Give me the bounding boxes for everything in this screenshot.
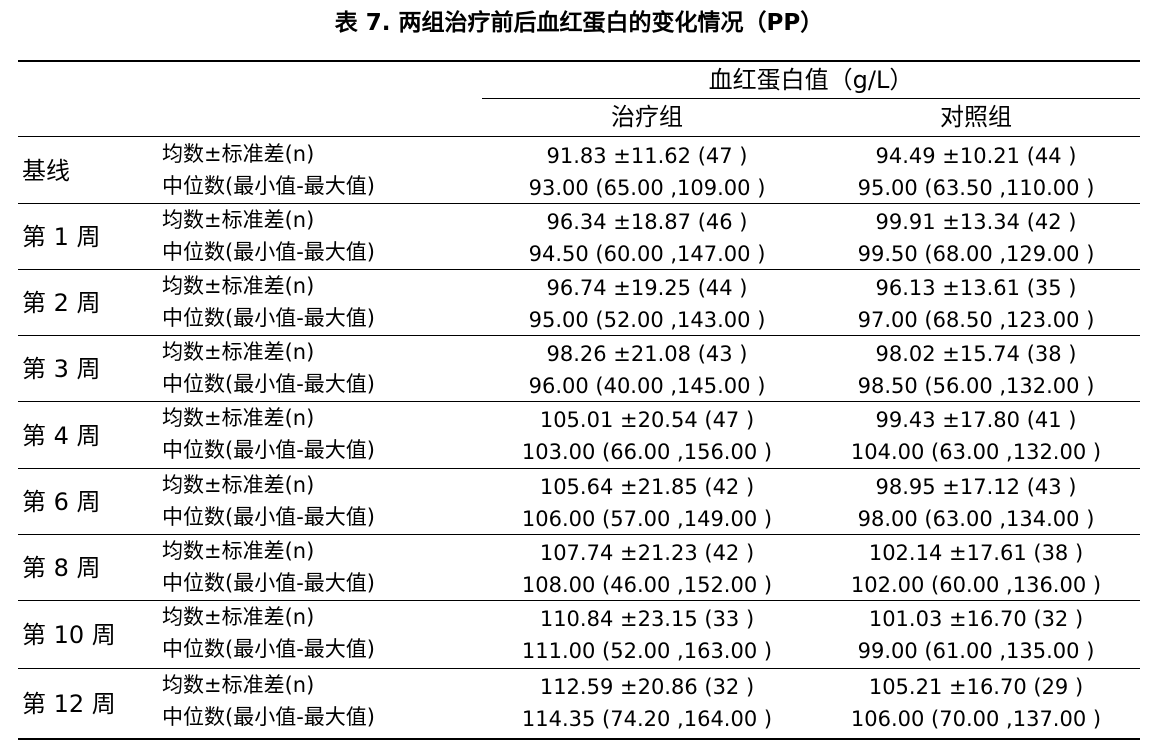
treatment-median-value: 94.50 (60.00 ,147.00 )	[528, 242, 766, 266]
control-median-value: 95.00 (63.50 ,110.00 )	[857, 176, 1095, 200]
row-label: 第 12 周	[22, 689, 116, 718]
group-header-rule	[482, 98, 1140, 99]
bottom-rule	[18, 738, 1140, 740]
stat-label-mean: 均数±标准差(n)	[162, 142, 315, 166]
row-label: 第 6 周	[22, 488, 101, 516]
stat-label-median: 中位数(最小值-最大值)	[162, 705, 375, 729]
row-label: 第 4 周	[22, 421, 101, 450]
control-median-value: 106.00 (70.00 ,137.00 )	[850, 707, 1102, 731]
control-mean-value: 105.21 ±16.70 (29 )	[868, 675, 1084, 699]
control-median-value: 99.00 (61.00 ,135.00 )	[857, 639, 1095, 663]
control-median-value: 104.00 (63.00 ,132.00 )	[850, 440, 1102, 464]
control-mean-value: 98.02 ±15.74 (38 )	[875, 342, 1077, 366]
control-mean-value: 102.14 ±17.61 (38 )	[868, 541, 1084, 565]
stat-label-mean: 均数±标准差(n)	[162, 539, 315, 563]
row-label: 第 10 周	[22, 621, 116, 649]
row-divider	[18, 401, 1140, 402]
treatment-mean-value: 96.34 ±18.87 (46 )	[546, 210, 748, 234]
control-median-value: 98.00 (63.00 ,134.00 )	[857, 507, 1095, 531]
control-mean-value: 99.91 ±13.34 (42 )	[875, 210, 1077, 234]
stat-label-mean: 均数±标准差(n)	[162, 208, 315, 232]
stat-label-mean: 均数±标准差(n)	[162, 673, 315, 697]
group-header: 血红蛋白值（g/L）	[708, 66, 914, 94]
stat-label-median: 中位数(最小值-最大值)	[162, 306, 375, 330]
treatment-median-value: 111.00 (52.00 ,163.00 )	[521, 639, 773, 663]
control-median-value: 98.50 (56.00 ,132.00 )	[857, 374, 1095, 398]
stat-label-median: 中位数(最小值-最大值)	[162, 372, 375, 396]
treatment-mean-value: 105.64 ±21.85 (42 )	[539, 475, 755, 499]
treatment-median-value: 96.00 (40.00 ,145.00 )	[528, 374, 766, 398]
row-divider	[18, 269, 1140, 270]
column-header-control: 对照组	[940, 103, 1012, 131]
control-mean-value: 98.95 ±17.12 (43 )	[875, 475, 1077, 499]
treatment-median-value: 93.00 (65.00 ,109.00 )	[528, 176, 766, 200]
row-divider	[18, 600, 1140, 601]
stat-label-mean: 均数±标准差(n)	[162, 340, 315, 364]
treatment-mean-value: 91.83 ±11.62 (47 )	[546, 144, 748, 168]
stat-label-mean: 均数±标准差(n)	[162, 274, 315, 298]
control-mean-value: 101.03 ±16.70 (32 )	[868, 607, 1084, 631]
treatment-median-value: 114.35 (74.20 ,164.00 )	[521, 707, 773, 731]
top-rule	[18, 60, 1140, 62]
table-title: 表 7. 两组治疗前后血红蛋白的变化情况（PP）	[334, 10, 824, 36]
treatment-median-value: 108.00 (46.00 ,152.00 )	[521, 573, 773, 597]
treatment-mean-value: 98.26 ±21.08 (43 )	[546, 342, 748, 366]
header-rule	[18, 136, 1140, 137]
treatment-mean-value: 107.74 ±21.23 (42 )	[539, 541, 755, 565]
treatment-median-value: 103.00 (66.00 ,156.00 )	[521, 440, 773, 464]
row-label: 第 3 周	[22, 355, 101, 383]
row-divider	[18, 203, 1140, 204]
treatment-median-value: 106.00 (57.00 ,149.00 )	[521, 507, 773, 531]
stat-label-median: 中位数(最小值-最大值)	[162, 571, 375, 595]
stat-label-mean: 均数±标准差(n)	[162, 605, 315, 629]
row-label: 第 2 周	[22, 289, 101, 317]
stat-label-median: 中位数(最小值-最大值)	[162, 438, 375, 462]
treatment-mean-value: 110.84 ±23.15 (33 )	[539, 607, 755, 631]
control-median-value: 102.00 (60.00 ,136.00 )	[850, 573, 1102, 597]
treatment-mean-value: 96.74 ±19.25 (44 )	[546, 276, 748, 300]
control-mean-value: 94.49 ±10.21 (44 )	[875, 144, 1077, 168]
row-label: 第 8 周	[22, 554, 101, 582]
row-divider	[18, 668, 1140, 669]
row-label: 基线	[22, 157, 70, 185]
row-label: 第 1 周	[22, 223, 101, 251]
row-divider	[18, 468, 1140, 469]
row-divider	[18, 534, 1140, 535]
stat-label-median: 中位数(最小值-最大值)	[162, 505, 375, 529]
stat-label-median: 中位数(最小值-最大值)	[162, 637, 375, 661]
stat-label-median: 中位数(最小值-最大值)	[162, 240, 375, 264]
control-median-value: 97.00 (68.50 ,123.00 )	[857, 308, 1095, 332]
control-mean-value: 96.13 ±13.61 (35 )	[875, 276, 1077, 300]
stat-label-mean: 均数±标准差(n)	[162, 406, 315, 430]
treatment-mean-value: 112.59 ±20.86 (32 )	[539, 675, 755, 699]
treatment-mean-value: 105.01 ±20.54 (47 )	[539, 408, 755, 432]
stat-label-median: 中位数(最小值-最大值)	[162, 174, 375, 198]
row-divider	[18, 335, 1140, 336]
stat-label-mean: 均数±标准差(n)	[162, 473, 315, 497]
control-mean-value: 99.43 ±17.80 (41 )	[875, 408, 1077, 432]
control-median-value: 99.50 (68.00 ,129.00 )	[857, 242, 1095, 266]
treatment-median-value: 95.00 (52.00 ,143.00 )	[528, 308, 766, 332]
column-header-treatment: 治疗组	[611, 103, 683, 131]
